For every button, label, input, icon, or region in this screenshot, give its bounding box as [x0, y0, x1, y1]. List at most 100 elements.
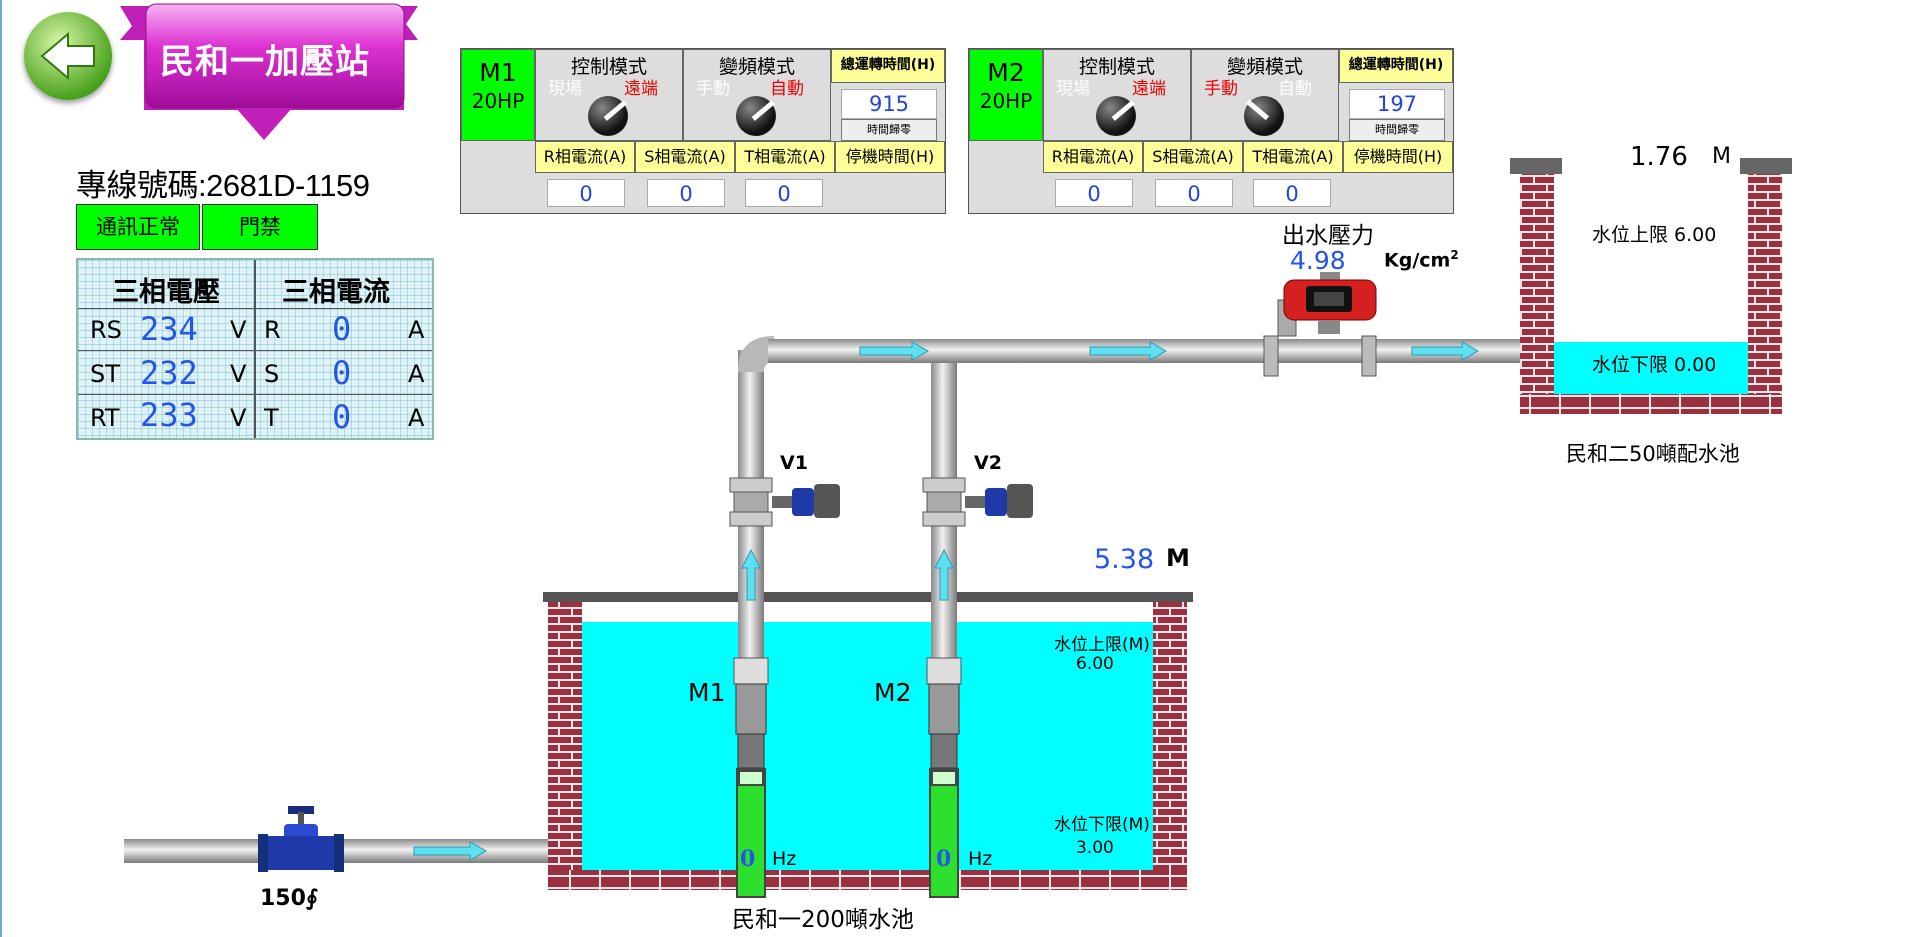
knob-icon	[736, 96, 776, 136]
upper-tank-upper-limit: 水位上限 6.00	[1592, 224, 1717, 246]
pump-m2[interactable]	[926, 657, 962, 898]
main-tank-level: 5.38	[1094, 544, 1155, 575]
pump-m2-label: M2	[874, 678, 912, 707]
voltage-unit: V	[230, 404, 247, 432]
t-current-value: 0	[1253, 179, 1331, 207]
pressure-unit-exponent: 2	[1450, 248, 1459, 262]
outlet-pressure-label: 出水壓力	[1282, 223, 1374, 249]
valve-v1[interactable]	[729, 477, 840, 527]
control-remote-label: 遠端	[624, 79, 658, 99]
upper-tank-lower-limit: 水位下限 0.00	[1592, 354, 1717, 376]
motor-name: M2	[987, 58, 1025, 87]
vfd-mode-switch[interactable]: 變頻模式 手動 自動	[683, 49, 831, 141]
pressure-unit: Kg/cm	[1384, 249, 1451, 272]
vfd-mode-switch[interactable]: 變頻模式 手動 自動	[1191, 49, 1339, 141]
outlet-pressure-unit: Kg/cm2	[1384, 248, 1459, 271]
upper-tank	[1510, 158, 1792, 414]
vfd-mode-label: 變頻模式	[1226, 56, 1303, 78]
power-table: 三相電壓 三相電流 RS 234 V R 0 A ST 232 V S 0 A …	[76, 258, 434, 440]
header-pipe-elbow	[738, 336, 774, 372]
t-current-label: T相電流(A)	[735, 141, 835, 173]
power-table-divider	[254, 260, 256, 438]
current-unit: A	[408, 360, 425, 388]
voltage-label-st: ST	[90, 360, 120, 388]
reset-hours-button[interactable]: 時間歸零	[841, 119, 937, 141]
current-label-t: T	[264, 404, 279, 432]
motor-hp: 20HP	[979, 89, 1033, 113]
pump2-up-arrow	[934, 548, 954, 601]
knob-icon	[1096, 96, 1136, 136]
control-mode-label: 控制模式	[1078, 56, 1155, 78]
r-current-value: 0	[547, 179, 625, 207]
upper-tank-water	[1554, 342, 1748, 394]
door-access-button[interactable]: 門禁	[202, 204, 318, 250]
knob-icon	[588, 96, 628, 136]
motor-name: M1	[479, 58, 517, 87]
comm-status-button[interactable]: 通訊正常	[76, 204, 200, 250]
total-hours-value: 197	[1349, 89, 1445, 119]
s-current-value: 0	[1155, 179, 1233, 207]
control-mode-label: 控制模式	[570, 56, 647, 78]
pump-m1[interactable]	[733, 657, 769, 898]
voltage-unit: V	[230, 316, 247, 344]
outlet-pressure-value: 4.98	[1290, 246, 1346, 275]
r-current-label: R相電流(A)	[535, 141, 635, 173]
main-tank	[543, 592, 1193, 890]
vfd-auto-label: 自動	[770, 79, 804, 99]
total-hours-label: 總運轉時間(H)	[831, 49, 945, 83]
inlet-valve[interactable]	[258, 806, 344, 872]
back-button[interactable]	[24, 12, 112, 100]
motor-panel-m2: M2 20HP 控制模式 現場 遠端 變頻模式 手動 自動 總運轉時間(H) 1…	[968, 48, 1454, 214]
line-number: 專線號碼:2681D-1159	[76, 168, 370, 203]
stop-hours-label: 停機時間(H)	[1343, 141, 1453, 173]
vfd-mode-label: 變頻模式	[718, 56, 795, 78]
s-current-label: S相電流(A)	[1143, 141, 1243, 173]
stop-hours-label: 停機時間(H)	[835, 141, 945, 173]
header-flow-arrow-3	[1411, 341, 1480, 361]
arrow-left-icon	[40, 31, 95, 81]
pressure-transmitter	[1263, 272, 1377, 377]
current-r: 0	[332, 310, 352, 348]
t-current-label: T相電流(A)	[1243, 141, 1343, 173]
pump-m2-hz: 0	[936, 846, 952, 872]
main-tank-upper-value: 6.00	[1076, 654, 1114, 674]
power-table-rule	[78, 308, 432, 309]
voltage-rt: 233	[140, 396, 198, 434]
upper-tank-level: 1.76	[1630, 142, 1688, 172]
screen-edge	[0, 0, 2, 937]
valve-v2-label: V2	[974, 452, 1002, 474]
motor-tag: M1 20HP	[461, 49, 535, 141]
valve-v1-label: V1	[780, 452, 808, 474]
main-tank-level-unit: M	[1166, 544, 1190, 572]
station-title: 民和一加壓站	[160, 42, 370, 82]
vfd-auto-label: 自動	[1278, 79, 1312, 99]
current-unit: A	[408, 316, 425, 344]
current-header: 三相電流	[282, 277, 390, 308]
voltage-unit: V	[230, 360, 247, 388]
inlet-size-label: 150∮	[260, 886, 319, 911]
main-tank-name: 民和一200噸水池	[732, 907, 914, 933]
station-banner	[120, 3, 418, 140]
upper-tank-name: 民和二50噸配水池	[1566, 442, 1740, 466]
motor-tag: M2 20HP	[969, 49, 1043, 141]
current-label-r: R	[264, 316, 281, 344]
control-remote-label: 遠端	[1132, 79, 1166, 99]
control-mode-switch[interactable]: 控制模式 現場 遠端	[1043, 49, 1191, 141]
current-t: 0	[332, 398, 352, 436]
pump-m1-hz: 0	[740, 846, 756, 872]
current-label-s: S	[264, 360, 280, 388]
vfd-manual-label: 手動	[1204, 79, 1238, 99]
control-mode-switch[interactable]: 控制模式 現場 遠端	[535, 49, 683, 141]
pump-m1-hz-unit: Hz	[772, 848, 797, 870]
total-hours-label: 總運轉時間(H)	[1339, 49, 1453, 83]
motor-hp: 20HP	[471, 89, 525, 113]
reset-hours-button[interactable]: 時間歸零	[1349, 119, 1445, 141]
power-table-rule	[78, 394, 432, 395]
valve-v2[interactable]	[922, 477, 1033, 527]
current-s: 0	[332, 354, 352, 392]
pump-m1-label: M1	[688, 678, 726, 707]
main-tank-upper-label: 水位上限(M)	[1054, 635, 1150, 655]
voltage-label-rs: RS	[90, 316, 122, 344]
r-current-value: 0	[1055, 179, 1133, 207]
